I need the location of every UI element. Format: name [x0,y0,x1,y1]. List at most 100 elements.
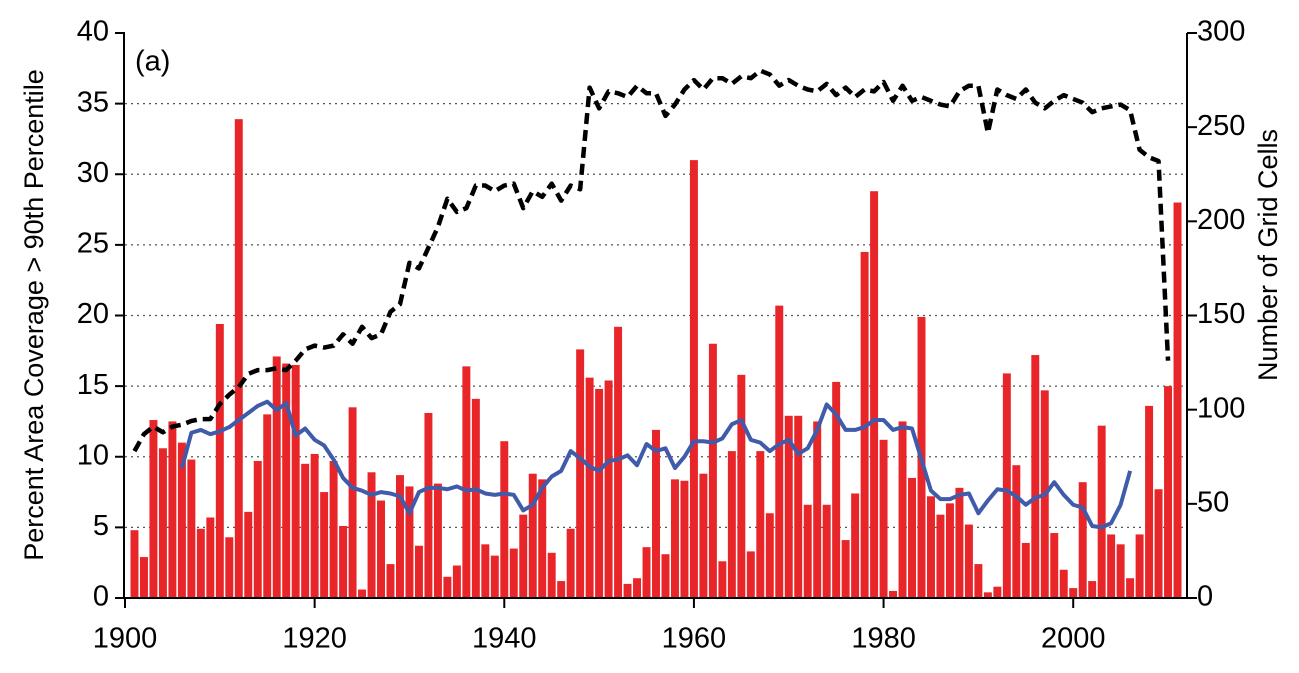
y-tick-label: 15 [77,369,109,401]
y2-tick-label: 250 [1197,110,1245,142]
bar [670,479,679,598]
y-tick-label: 40 [77,16,109,48]
y-tick-label: 20 [77,298,109,330]
x-tick-label: 1940 [472,623,537,655]
bar [557,581,566,598]
y-axis-title: Percent Area Coverage > 90th Percentile [19,69,49,561]
bar [566,528,575,598]
bar [623,583,632,598]
bar [310,453,319,598]
bar [490,555,499,598]
bar [177,442,186,598]
bar [538,479,547,598]
bar [746,551,755,598]
bar [225,537,234,598]
bar [547,552,556,598]
bar [585,377,594,598]
bar [945,503,954,598]
bar [500,441,509,598]
bar [253,460,262,598]
bar [803,504,812,598]
bar [822,504,831,598]
bar [1145,405,1154,598]
bar [889,590,898,598]
bar [1097,425,1106,598]
bar [244,511,253,598]
bar [1116,544,1125,598]
bar [794,415,803,598]
bar [196,528,205,598]
bar [1031,355,1040,598]
bar [604,380,613,598]
bar [424,412,433,598]
bar [699,473,708,598]
bar [974,564,983,598]
bar [955,487,964,598]
bar [1088,581,1097,598]
bar [481,544,490,598]
bar [708,343,717,598]
annotation: (a) [135,46,170,78]
bar [149,420,158,598]
bar [765,513,774,598]
bar [329,460,338,598]
bar [1173,202,1182,598]
bar [395,475,404,598]
bar [851,493,860,598]
bar [462,366,471,598]
y2-tick-label: 150 [1197,298,1245,330]
bar [652,429,660,598]
bar [614,326,623,598]
bar [841,540,850,598]
bar [1012,465,1021,598]
bar [1059,569,1068,598]
bar [301,463,310,598]
bar [519,514,528,598]
marks [130,68,1182,598]
bar [576,349,585,598]
x-tick-label: 1960 [662,623,727,655]
bar [926,496,935,598]
bar [661,554,670,598]
bar [689,160,698,598]
bar [1164,386,1173,598]
bar [718,561,727,598]
bar [964,524,973,598]
y2-tick-label: 100 [1197,392,1245,424]
bar [348,407,357,598]
x-tick-label: 1980 [851,623,916,655]
x-tick-label: 1920 [282,623,347,655]
bar [130,530,139,598]
bar [187,459,196,598]
bar [139,557,148,598]
bar [784,415,793,598]
bar [452,565,461,598]
bar [386,564,395,598]
y-tick-label: 5 [93,510,109,542]
bar [367,472,376,598]
y2-tick-label: 50 [1197,486,1229,518]
bar [1135,534,1144,598]
y-tick-label: 25 [77,228,109,260]
bar [158,448,167,598]
bar [1154,489,1163,598]
bar [528,473,537,598]
bar [595,388,604,598]
bar [168,421,177,598]
y-tick-label: 30 [77,157,109,189]
bar [215,323,224,598]
y-tick-label: 35 [77,86,109,118]
bar [993,586,1002,598]
line [179,399,1133,530]
x-tick-label: 1900 [93,623,158,655]
bar [471,398,480,598]
bar [680,480,689,598]
bar [983,592,992,598]
bar [291,364,300,598]
bar [320,492,329,598]
bar [234,119,243,598]
y2-tick-label: 300 [1197,16,1245,48]
bar [727,451,736,598]
bar [1002,373,1011,598]
